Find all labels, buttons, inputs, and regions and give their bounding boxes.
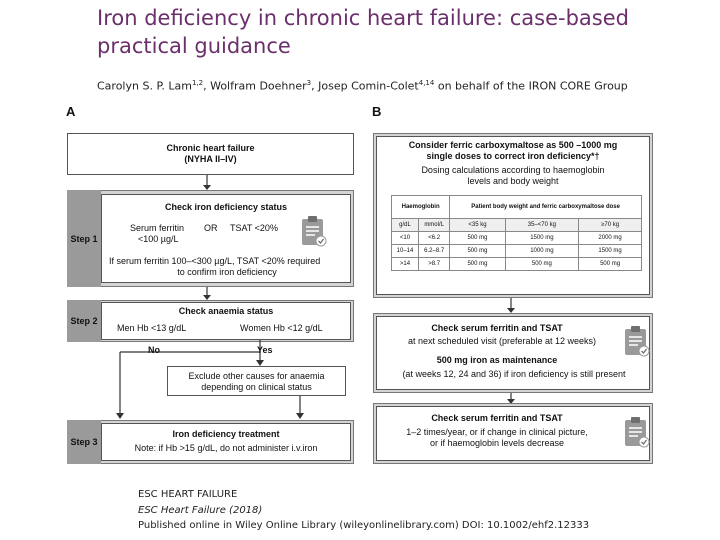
table-cell: >14 (390, 257, 420, 271)
dosing-line-1: Dosing calculations according to haemogl… (421, 165, 605, 175)
author-line: Carolyn S. P. Lam1,2, Wolfram Doehner3, … (97, 79, 628, 93)
exclude-line-2: depending on clinical status (201, 382, 312, 392)
branch-arrows (116, 340, 304, 419)
check-anaemia-title: Check anaemia status (178, 306, 274, 316)
author-2-affil: 3 (306, 79, 312, 87)
treatment-box: Iron deficiency treatment Note: if Hb >1… (101, 423, 351, 461)
maintenance-sub: (at weeks 12, 24 and 36) if iron deficie… (402, 369, 626, 379)
check-anaemia-box: Check anaemia status Men Hb <13 g/dL Wom… (101, 302, 351, 340)
table-cell: 500 mg (578, 257, 642, 271)
ferritin-value: <100 µg/L (138, 234, 179, 244)
clipboard-icon (625, 326, 650, 357)
table-cell: 6.2–8.7 (418, 244, 451, 258)
arrow-b2 (507, 393, 515, 404)
or-label: OR (204, 223, 218, 233)
dosing-table: Haemoglobin Patient body weight and ferr… (390, 195, 642, 271)
step1-label: Step 1 (67, 190, 101, 287)
panel-a-label: A (66, 104, 76, 119)
table-cell: 1000 mg (504, 244, 580, 258)
author-group: on behalf of the IRON CORE Group (434, 79, 628, 93)
check2-title: Check serum ferritin and TSAT (431, 413, 563, 423)
footer-citation: ESC Heart Failure (2018) (138, 505, 263, 516)
check2-sub-2: or if haemoglobin levels decrease (429, 438, 565, 448)
treatment-title: Iron deficiency treatment (172, 429, 280, 439)
paper-title: Iron deficiency in chronic heart failure… (97, 6, 629, 58)
th-sub: g/dL (390, 218, 420, 232)
th-patient-weight: Patient body weight and ferric carboxyma… (449, 195, 642, 219)
step3-label: Step 3 (67, 420, 101, 464)
check1-box: Check serum ferritin and TSAT at next sc… (376, 316, 650, 390)
clipboard-icon (625, 417, 650, 448)
check1-title: Check serum ferritin and TSAT (431, 323, 563, 333)
table-cell: 500 mg (449, 244, 506, 258)
step2-label: Step 2 (67, 300, 101, 342)
check2-box: Check serum ferritin and TSAT 1–2 times/… (376, 406, 650, 461)
table-cell: 1500 mg (504, 231, 580, 245)
table-row: >14 >8.7 500 mg 500 mg 500 mg (390, 257, 642, 271)
treatment-note: Note: if Hb >15 g/dL, do not administer … (134, 443, 318, 453)
author-3-affil: 4,14 (418, 79, 435, 87)
panel-a (67, 133, 354, 464)
arrow-1 (203, 175, 211, 190)
ferritin-note: If serum ferritin 100–<300 µg/L, TSAT <2… (109, 256, 321, 266)
exclude-box: Exclude other causes for anaemia dependi… (167, 366, 346, 396)
table-row: <10 <6.2 500 mg 1500 mg 2000 mg (390, 231, 642, 245)
women-threshold: Women Hb <12 g/dL (240, 323, 323, 333)
no-label: No (148, 345, 160, 355)
th-haemoglobin: Haemoglobin (390, 195, 451, 219)
table-cell: 500 mg (449, 231, 506, 245)
th-sub: ≥70 kg (578, 218, 642, 232)
dosing-line-2: levels and body weight (467, 176, 559, 186)
table-row: 10–14 6.2–8.7 500 mg 1000 mg 1500 mg (390, 244, 642, 258)
table-cell: 500 mg (504, 257, 580, 271)
hf-sub: (NYHA II–IV) (184, 154, 237, 164)
hf-title: Chronic heart failure (166, 143, 255, 153)
table-cell: 1500 mg (578, 244, 642, 258)
author-2: , Wolfram Doehner (203, 79, 307, 93)
footer-journal: ESC HEART FAILURE (138, 489, 238, 500)
table-cell: <10 (390, 231, 420, 245)
consider-line-2: single doses to correct iron deficiency*… (426, 151, 600, 161)
table-cell: 10–14 (390, 244, 420, 258)
check2-sub-1: 1–2 times/year, or if change in clinical… (406, 427, 588, 437)
tsat-label: TSAT <20% (230, 223, 278, 233)
consider-line-1: Consider ferric carboxymaltose as 500 –1… (408, 140, 618, 150)
panel-b-label: B (372, 104, 382, 119)
author-1-affil: 1,2 (191, 79, 204, 87)
hf-box: Chronic heart failure (NYHA II–IV) (67, 133, 354, 175)
arrow-2 (203, 287, 211, 300)
footer-doi: Published online in Wiley Online Library… (138, 520, 590, 531)
ferritin-note-2: to confirm iron deficiency (177, 267, 277, 277)
check1-sub: at next scheduled visit (preferable at 1… (407, 336, 597, 346)
check-iron-title: Check iron deficiency status (164, 202, 288, 212)
table-cell: 2000 mg (578, 231, 642, 245)
th-sub: mmol/L (418, 218, 451, 232)
arrow-b1 (507, 298, 515, 313)
table-cell: 500 mg (449, 257, 506, 271)
table-cell: >8.7 (418, 257, 451, 271)
author-3: , Josep Comin-Colet (311, 79, 419, 93)
men-threshold: Men Hb <13 g/dL (117, 323, 187, 333)
author-1: Carolyn S. P. Lam (97, 79, 192, 93)
yes-label: Yes (257, 345, 273, 355)
th-sub: 35–<70 kg (504, 218, 580, 232)
table-cell: <6.2 (418, 231, 451, 245)
clipboard-icon (302, 216, 327, 247)
exclude-line-1: Exclude other causes for anaemia (188, 371, 325, 381)
check-iron-box: Check iron deficiency status Serum ferri… (101, 194, 351, 283)
ferritin-label: Serum ferritin (130, 223, 185, 233)
maintenance-title: 500 mg iron as maintenance (436, 355, 558, 365)
th-sub: <35 kg (449, 218, 506, 232)
